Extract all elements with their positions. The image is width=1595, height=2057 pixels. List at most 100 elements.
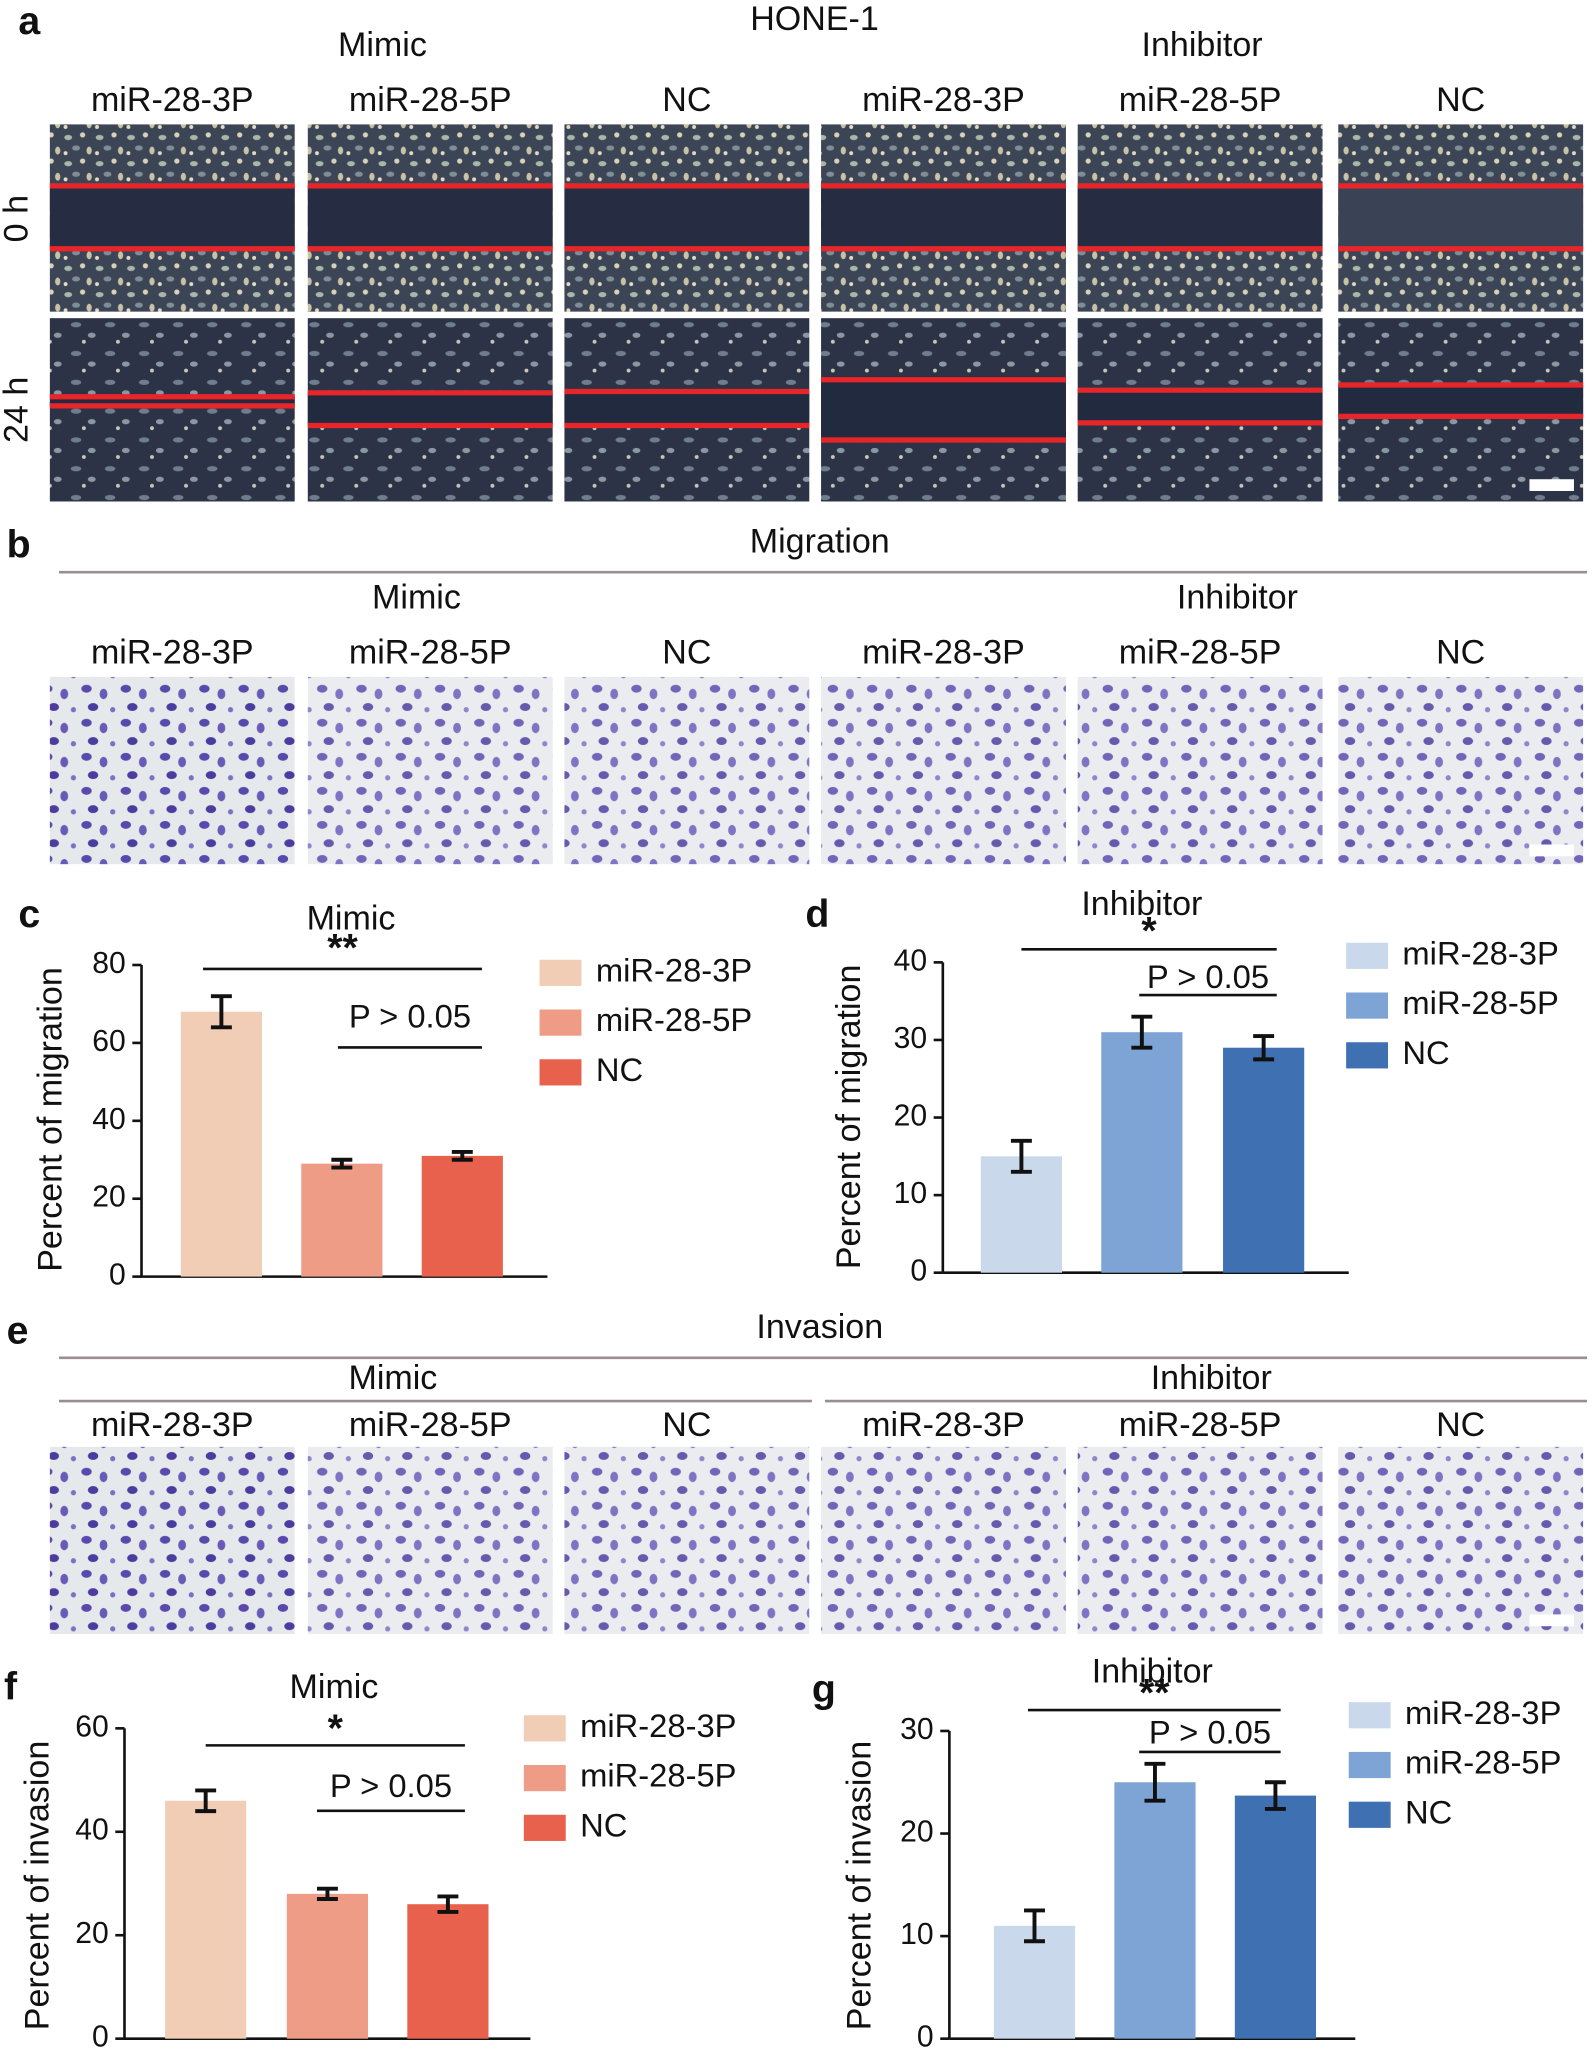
y-tick-label: 30 (900, 1713, 934, 1746)
column-label: miR-28-5P (1119, 81, 1282, 119)
significance-label: ** (327, 926, 358, 970)
row-label: 0 h (0, 195, 35, 242)
panel-letter: a (18, 0, 41, 43)
y-tick-label: 40 (75, 1814, 109, 1847)
scale-bar (1529, 479, 1574, 492)
legend-swatch (523, 1715, 566, 1742)
panel-title: Invasion (756, 1308, 883, 1346)
bar (180, 1011, 262, 1277)
legend-label: miR-28-5P (580, 1757, 736, 1794)
legend-label: NC (1405, 1793, 1452, 1830)
legend-swatch (1348, 1702, 1391, 1729)
bar (407, 1904, 489, 2039)
group-label: Mimic (338, 26, 427, 64)
legend-swatch (1346, 942, 1389, 969)
scale-bar (1529, 844, 1574, 857)
wound-gap (1077, 390, 1323, 423)
column-label: NC (662, 81, 711, 119)
micrograph (1077, 1446, 1323, 1635)
legend-swatch (523, 1765, 566, 1792)
chart-title: Inhibitor (1081, 885, 1202, 923)
micrograph (564, 676, 810, 865)
wound-gap (307, 392, 553, 426)
legend-label: NC (580, 1807, 627, 1844)
wound-gap (1077, 185, 1323, 249)
column-label: miR-28-3P (91, 81, 254, 119)
column-label: miR-28-3P (862, 1406, 1025, 1444)
bar (1114, 1782, 1196, 2039)
legend-label: NC (596, 1051, 643, 1088)
panel-letter: b (7, 523, 31, 567)
y-tick-label: 10 (900, 1918, 934, 1951)
bar (1234, 1795, 1317, 2039)
significance-label: P > 0.05 (1149, 1714, 1271, 1751)
column-label: miR-28-3P (91, 634, 254, 672)
column-label: NC (1436, 1406, 1485, 1444)
panel-title: Migration (750, 522, 890, 560)
chart-title: Mimic (290, 1668, 379, 1706)
significance-label: * (328, 1706, 344, 1750)
chart-title: Inhibitor (1092, 1652, 1213, 1690)
column-label: miR-28-5P (1119, 634, 1282, 672)
wound-gap (49, 185, 295, 249)
column-label: miR-28-3P (91, 1406, 254, 1444)
legend-swatch (523, 1814, 566, 1841)
wound-gap (1338, 384, 1584, 417)
panel-title: HONE-1 (750, 0, 879, 38)
column-label: miR-28-5P (349, 634, 512, 672)
micrograph (49, 1446, 295, 1635)
y-tick-label: 20 (92, 1181, 126, 1214)
wound-gap (49, 396, 295, 406)
legend-swatch (1346, 1042, 1389, 1069)
bar (301, 1163, 383, 1277)
wound-gap (1338, 185, 1584, 249)
panel-letter: d (805, 892, 829, 936)
y-tick-label: 40 (894, 944, 928, 977)
micrograph (307, 676, 553, 865)
column-label: miR-28-3P (862, 81, 1025, 119)
group-label: Inhibitor (1151, 1359, 1272, 1397)
legend-swatch (1348, 1751, 1391, 1779)
y-tick-label: 60 (75, 1710, 109, 1743)
legend-label: miR-28-3P (596, 951, 752, 988)
y-tick-label: 0 (92, 2021, 109, 2054)
row-label: 24 h (0, 377, 35, 443)
legend-label: miR-28-3P (1405, 1694, 1561, 1731)
micrograph (821, 676, 1066, 865)
wound-gap (564, 391, 810, 426)
column-label: miR-28-5P (1119, 1406, 1282, 1444)
significance-label: P > 0.05 (330, 1767, 452, 1804)
legend-label: miR-28-3P (1402, 934, 1558, 971)
bar (980, 1156, 1062, 1273)
chart-title: Mimic (307, 899, 396, 937)
y-tick-label: 40 (92, 1103, 126, 1136)
group-label: Inhibitor (1177, 579, 1298, 617)
panel-letter: e (7, 1308, 29, 1352)
y-tick-label: 20 (75, 1917, 109, 1950)
significance-label: P > 0.05 (349, 997, 471, 1034)
group-label: Inhibitor (1142, 26, 1263, 64)
legend-label: miR-28-5P (1405, 1744, 1561, 1781)
legend-swatch (539, 1009, 582, 1036)
legend-swatch (1346, 992, 1389, 1019)
group-label: Mimic (348, 1359, 437, 1397)
column-label: miR-28-5P (349, 81, 512, 119)
column-label: NC (662, 634, 711, 672)
y-tick-label: 0 (910, 1255, 927, 1288)
panel-letter: g (812, 1667, 836, 1711)
y-tick-label: 20 (894, 1099, 928, 1132)
micrograph (1338, 676, 1584, 865)
bar (421, 1155, 503, 1277)
micrograph (564, 1446, 810, 1635)
legend-label: NC (1402, 1034, 1449, 1071)
micrograph (49, 676, 295, 865)
y-tick-label: 80 (92, 947, 126, 980)
bar (165, 1800, 247, 2039)
y-tick-label: 10 (894, 1177, 928, 1210)
significance-label: P > 0.05 (1147, 958, 1269, 995)
y-tick-label: 20 (900, 1815, 934, 1848)
y-tick-label: 30 (894, 1022, 928, 1055)
column-label: NC (662, 1406, 711, 1444)
significance-label: * (1141, 909, 1157, 953)
column-label: NC (1436, 634, 1485, 672)
